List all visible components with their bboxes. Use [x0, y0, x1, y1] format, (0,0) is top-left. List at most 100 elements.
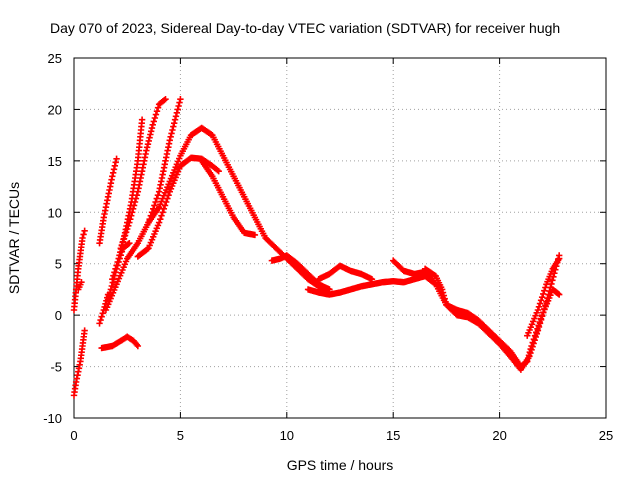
series-track-19 — [524, 255, 563, 339]
data-point — [173, 109, 181, 117]
x-tick-label: 25 — [599, 428, 613, 443]
data-point — [130, 202, 138, 209]
data-point — [251, 231, 259, 239]
data-point — [155, 219, 163, 226]
x-tick-label: 5 — [177, 428, 184, 443]
data-point — [128, 209, 136, 216]
data-point — [161, 202, 169, 209]
data-point — [441, 295, 448, 302]
data-point — [78, 279, 85, 286]
series-track-3 — [75, 279, 85, 293]
data-point — [120, 235, 128, 242]
y-tick-label: 25 — [48, 51, 62, 66]
y-tick-label: -5 — [50, 360, 62, 375]
data-point — [532, 333, 539, 341]
data-point — [174, 106, 181, 113]
data-point — [527, 349, 534, 357]
data-point — [125, 222, 132, 229]
series-track-9 — [117, 95, 169, 252]
data-point — [152, 198, 159, 206]
data-point — [149, 121, 156, 129]
data-point — [119, 238, 127, 246]
data-point — [114, 262, 121, 269]
y-tick-label: 20 — [48, 102, 62, 117]
data-point — [439, 289, 447, 296]
data-point — [529, 343, 536, 350]
data-point — [549, 277, 556, 284]
data-point — [154, 191, 162, 199]
data-point — [440, 292, 448, 299]
data-point — [81, 227, 88, 234]
data-point — [154, 104, 162, 111]
data-point — [117, 245, 125, 252]
data-point — [98, 313, 105, 320]
series-track-18 — [421, 252, 563, 373]
data-point — [118, 248, 126, 255]
series-track-10 — [102, 95, 184, 314]
data-point — [133, 191, 141, 199]
data-point — [132, 195, 140, 202]
data-point — [215, 167, 222, 175]
y-tick-label: 5 — [55, 257, 62, 272]
series-track-13 — [198, 157, 259, 239]
data-point — [542, 302, 549, 309]
data-point — [112, 159, 119, 166]
y-axis-label: SDTVAR / TECUs — [6, 182, 22, 294]
data-point — [534, 327, 542, 334]
y-tick-label: -10 — [43, 411, 62, 426]
data-point — [113, 265, 120, 273]
data-point — [109, 173, 116, 180]
data-point — [177, 95, 184, 103]
data-point — [161, 96, 168, 104]
data-point — [172, 113, 180, 120]
data-point — [535, 323, 543, 331]
data-point — [118, 241, 126, 249]
data-point — [214, 166, 221, 174]
series-track-1 — [70, 327, 88, 399]
data-point — [442, 298, 449, 305]
chart-title: Day 070 of 2023, Sidereal Day-to-day VTE… — [50, 20, 560, 36]
data-point — [538, 293, 546, 301]
series-track-14 — [268, 252, 333, 293]
data-point — [170, 119, 178, 127]
data-point — [151, 202, 158, 209]
data-point — [166, 137, 173, 144]
data-point — [540, 290, 547, 298]
data-point — [113, 155, 120, 162]
data-point — [159, 209, 166, 216]
data-point — [176, 99, 183, 106]
y-tick-label: 0 — [55, 308, 62, 323]
data-point — [151, 114, 159, 122]
data-point — [124, 225, 131, 233]
data-point — [169, 126, 176, 134]
data-point — [541, 287, 548, 294]
data-point — [534, 306, 542, 314]
data-point — [109, 169, 117, 176]
data-point — [530, 340, 537, 347]
data-point — [144, 246, 151, 253]
series-track-16 — [315, 262, 376, 283]
x-tick-label: 10 — [280, 428, 294, 443]
data-point — [125, 240, 132, 248]
data-point — [116, 255, 123, 262]
data-points — [70, 95, 563, 399]
data-point — [79, 234, 86, 242]
data-point — [537, 297, 545, 304]
y-tick-label: 10 — [48, 205, 62, 220]
y-tick-label: 15 — [48, 154, 62, 169]
data-point — [81, 327, 88, 334]
data-point — [526, 353, 533, 360]
data-point — [80, 231, 87, 238]
data-point — [541, 305, 548, 313]
series-track-2 — [70, 227, 88, 314]
data-point — [152, 111, 160, 118]
data-point — [133, 341, 140, 348]
data-point — [438, 286, 446, 293]
data-point — [138, 116, 146, 123]
data-point — [171, 116, 179, 123]
data-point — [108, 282, 116, 290]
data-point — [153, 195, 160, 202]
data-point — [160, 205, 168, 213]
data-point — [158, 212, 165, 219]
